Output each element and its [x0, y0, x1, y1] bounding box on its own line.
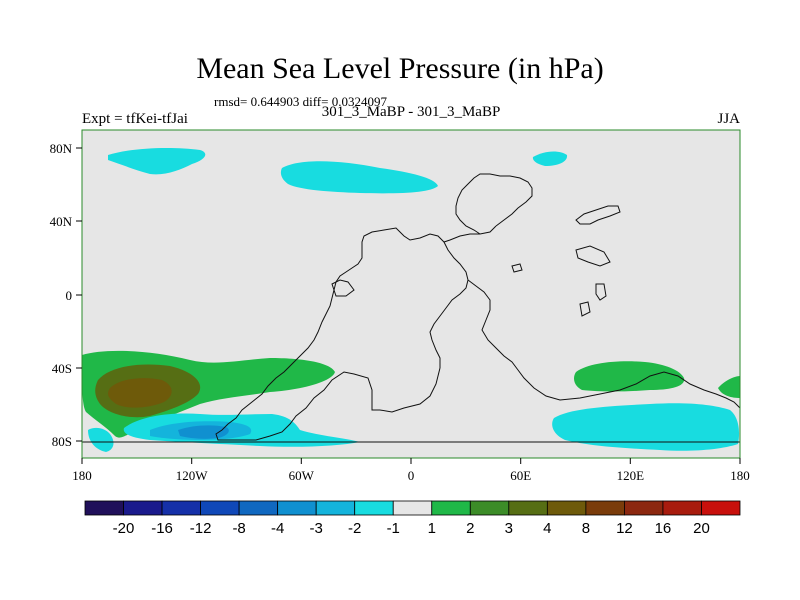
colorbar-label: 8	[582, 520, 590, 537]
colorbar-swatch	[277, 500, 317, 516]
colorbar-label: -8	[232, 520, 245, 537]
season-label: JJA	[717, 111, 740, 127]
colorbar-swatch	[354, 500, 394, 516]
colorbar-swatch	[624, 500, 664, 516]
contour-south-indian-green	[574, 361, 685, 392]
colorbar-swatch	[238, 500, 279, 516]
colorbar	[84, 500, 741, 516]
lon-tick-label: 180	[730, 468, 750, 483]
contour-antarctic-east	[552, 403, 740, 451]
lon-tick-labels: 180 120W 60W 0 60E 120E 180	[72, 468, 750, 483]
coastline-americas	[215, 225, 497, 441]
lat-tick-label: 80S	[52, 434, 72, 449]
colorbar-swatch	[469, 500, 510, 516]
lon-tick-label: 120W	[176, 468, 209, 483]
lat-tick-label: 40S	[52, 361, 72, 376]
colorbar-label: 3	[505, 520, 513, 537]
colorbar-label: 1	[428, 520, 436, 537]
colorbar-swatch	[315, 500, 356, 516]
lat-axis	[76, 147, 82, 442]
map-panel	[81, 129, 741, 459]
experiment-label: Expt = tfKei-tfJai	[82, 111, 188, 127]
colorbar-label: 20	[693, 520, 710, 537]
case-label: 301_3_MaBP - 301_3_MaBP	[321, 104, 501, 120]
anomaly-contours	[82, 147, 740, 452]
colorbar-swatch	[123, 500, 163, 516]
colorbar-label: -3	[310, 520, 323, 537]
contour-antarctic-far-west	[88, 427, 114, 452]
colorbar-swatch	[546, 500, 587, 516]
contour-south-east-green	[718, 376, 740, 398]
colorbar-label: 12	[616, 520, 633, 537]
colorbar-label: -16	[151, 520, 173, 537]
colorbar-label: -1	[387, 520, 400, 537]
lat-tick-label: 80N	[50, 141, 73, 156]
coastline-islands	[331, 245, 611, 317]
coastline-eurasia-north	[455, 173, 533, 235]
lon-tick-label: 180	[72, 468, 92, 483]
lat-tick-label: 0	[66, 288, 73, 303]
colorbar-label: 16	[655, 520, 672, 537]
colorbar-swatch	[662, 500, 702, 516]
colorbar-label: -12	[190, 520, 212, 537]
colorbar-labels: -20 -16 -12 -8 -4 -3 -2 -1 1 2 3 4 8 12 16 20	[113, 520, 710, 537]
colorbar-label: -20	[113, 520, 135, 537]
colorbar-swatch	[200, 500, 240, 516]
lon-tick-label: 60W	[289, 468, 315, 483]
coastline-greenland	[575, 205, 621, 225]
colorbar-label: 4	[543, 520, 551, 537]
lon-axis	[81, 458, 741, 464]
coastline-south-america	[467, 279, 741, 409]
lon-tick-label: 60E	[510, 468, 531, 483]
contour-south-pacific-brown	[108, 378, 172, 408]
contour-arctic-west	[108, 147, 206, 175]
lon-tick-label: 0	[408, 468, 415, 483]
colorbar-swatch	[84, 500, 124, 516]
colorbar-swatch	[431, 500, 471, 516]
coastline-africa	[429, 241, 469, 368]
colorbar-swatch	[508, 500, 548, 516]
colorbar-swatch	[701, 500, 741, 516]
contour-arctic-east	[532, 151, 568, 166]
colorbar-label: -2	[348, 520, 361, 537]
colorbar-label: -4	[271, 520, 284, 537]
lat-tick-labels: 80N 40N 0 40S 80S	[50, 141, 73, 449]
plot-title: Mean Sea Level Pressure (in hPa)	[196, 52, 604, 85]
colorbar-swatch	[392, 500, 433, 516]
stats-label: rmsd= 0.644903 diff= 0.0324097	[214, 94, 387, 109]
lat-tick-label: 40N	[50, 214, 73, 229]
coastlines	[82, 173, 741, 443]
colorbar-swatch	[161, 500, 201, 516]
colorbar-label: 2	[466, 520, 474, 537]
lon-tick-label: 120E	[617, 468, 645, 483]
contour-arctic-central	[280, 161, 438, 194]
colorbar-swatch	[585, 500, 625, 516]
